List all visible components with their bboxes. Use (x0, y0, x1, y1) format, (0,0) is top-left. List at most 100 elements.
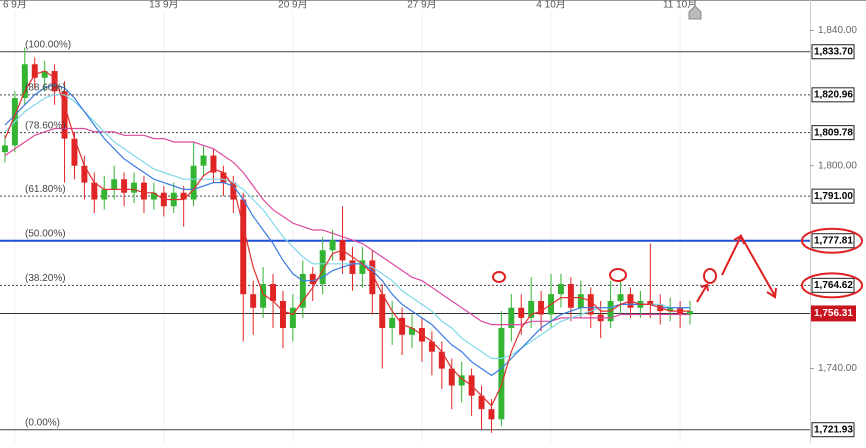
moving-averages (4, 70, 690, 407)
highlight-ellipse (801, 272, 863, 299)
arrow-head (766, 287, 777, 299)
y-tick-label: 1,840.00 (818, 25, 857, 36)
candle-body (498, 328, 505, 420)
price-label-box (811, 125, 855, 141)
price-label-box (811, 277, 855, 293)
candle-body (190, 165, 197, 200)
ma-line (4, 70, 690, 407)
candle-body (448, 368, 455, 386)
price-label: 1,764.62 (814, 280, 853, 291)
candle-body (131, 182, 138, 193)
annotations (492, 233, 777, 303)
price-label: 1,791.00 (814, 191, 853, 202)
circle-marker (609, 268, 627, 282)
candle-body (270, 284, 277, 301)
last-price-label: 1,756.31 (814, 308, 853, 319)
candle-body (61, 91, 68, 139)
fib-pct-label: (88.60%) (25, 82, 66, 93)
candle-body (250, 294, 257, 308)
candle-body (538, 300, 545, 315)
fib-pct-label: (61.80%) (25, 184, 66, 195)
y-tick-label: 1,800.00 (818, 160, 857, 171)
candle-body (438, 351, 445, 369)
candle-body (557, 284, 564, 295)
candle-body (508, 307, 515, 329)
candle-body (488, 409, 495, 420)
candle-body (309, 273, 316, 285)
price-label-box (811, 422, 855, 438)
candle-body (91, 182, 98, 200)
candle-body (379, 294, 386, 329)
ma-line (4, 127, 690, 326)
fib-pct-label: (38.20%) (25, 273, 66, 284)
x-tick-label: 6 9月 (3, 0, 27, 11)
price-label: 1,809.78 (814, 127, 853, 138)
candle-body (567, 284, 574, 308)
ma-line (4, 94, 690, 360)
candle-body (458, 375, 465, 386)
price-label: 1,777.81 (814, 235, 853, 246)
labels: 1,840.00 1,800.00 1,740.00 6 9月 13 9月 20 9月 27… (3, 0, 857, 438)
last-price-box (811, 305, 856, 322)
candle-body (21, 64, 28, 99)
candle-body (409, 328, 416, 335)
price-label: 1,721.93 (814, 424, 853, 435)
candle-body (389, 317, 396, 329)
candle-body (587, 294, 594, 315)
fib-pct-label: (0.00%) (25, 417, 60, 428)
candle-body (210, 155, 217, 173)
candle-body (220, 172, 227, 183)
price-label-box (811, 87, 855, 103)
arrow (696, 284, 708, 303)
fib-pct-label: (100.00%) (25, 39, 71, 50)
x-tick-label: 4 10月 (536, 0, 565, 11)
candle-body (101, 189, 108, 200)
candle-body (140, 182, 147, 200)
highlight-ellipse (801, 227, 863, 254)
candle-body (518, 307, 525, 318)
y-tick-label: 1,740.00 (818, 363, 857, 374)
x-tick-label: 27 9月 (407, 0, 436, 11)
arrow-head (733, 234, 745, 245)
levels (0, 51, 810, 431)
candle-body (71, 138, 78, 166)
grid (14, 12, 814, 443)
candle-body (180, 192, 187, 200)
candle-body (428, 341, 435, 352)
circle-marker (703, 268, 717, 284)
candle-body (319, 250, 326, 285)
candle-body (279, 300, 286, 329)
price-label: 1,820.96 (814, 89, 853, 100)
price-label-box (811, 44, 855, 60)
candle-body (329, 240, 336, 251)
candle-body (111, 179, 118, 190)
candle-body (299, 273, 306, 308)
candle-body (240, 199, 247, 295)
candle-body (399, 317, 406, 335)
arrow-head (700, 283, 709, 292)
price-label-box (811, 233, 855, 249)
candle-body (121, 179, 128, 193)
candle-body (647, 300, 654, 305)
fib-pct-label: (50.00%) (25, 228, 66, 239)
candle-body (260, 284, 267, 308)
candle-body (478, 395, 485, 410)
highlights (801, 227, 863, 299)
candle-body (51, 71, 58, 92)
candle-body (1, 145, 8, 153)
price-label: 1,833.70 (814, 46, 853, 57)
ma-line (4, 83, 690, 377)
candle-body (667, 307, 674, 312)
candle-body (31, 64, 38, 78)
candle-body (369, 260, 376, 295)
candle-body (81, 165, 88, 183)
candle-body (200, 155, 207, 166)
candle-body (230, 182, 237, 200)
candle-body (289, 307, 296, 329)
candle-body (577, 294, 584, 308)
x-tick-label: 20 9月 (278, 0, 307, 11)
candle-body (528, 300, 535, 318)
